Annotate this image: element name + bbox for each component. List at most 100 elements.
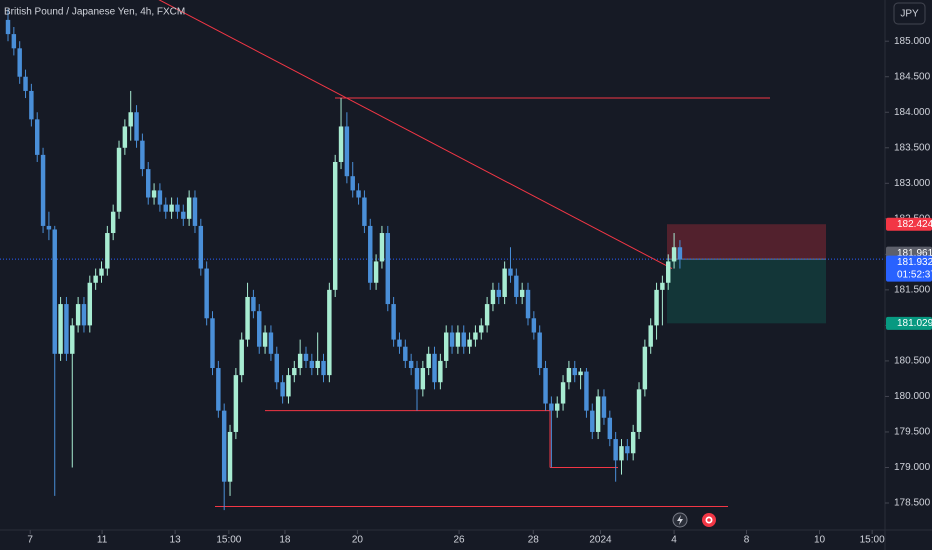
candle-body — [636, 389, 642, 432]
candle-body — [87, 282, 93, 326]
candle-body — [99, 268, 104, 276]
candle-body — [29, 90, 34, 120]
candle-body — [619, 446, 624, 461]
candle-body — [58, 304, 63, 354]
candle-body — [648, 325, 653, 347]
y-tick-label: 179.500 — [894, 427, 931, 438]
candle-body — [660, 282, 665, 290]
candle-body — [5, 19, 11, 35]
candle-body — [572, 368, 577, 376]
candle-body — [403, 346, 408, 361]
candle-body — [34, 119, 40, 155]
candle-body — [105, 233, 110, 269]
candle-body — [321, 360, 326, 376]
candle-body — [262, 332, 268, 347]
candle-body — [274, 353, 279, 383]
candle-body — [216, 368, 221, 411]
trendline — [158, 0, 673, 269]
price-label-box — [886, 255, 932, 282]
candle-body — [210, 318, 215, 369]
x-tick-label: 15:00 — [860, 535, 885, 546]
event-icon-bolt — [677, 515, 683, 525]
candle-body — [537, 332, 542, 369]
candle-body — [642, 346, 648, 390]
candle-body — [181, 211, 186, 219]
candle-body — [93, 275, 98, 283]
y-tick-label: 180.000 — [894, 391, 931, 402]
candle-body — [625, 446, 630, 454]
candle-body — [508, 268, 513, 276]
candle-body — [630, 431, 636, 454]
candle-body — [519, 289, 525, 297]
y-tick-label: 183.000 — [894, 178, 931, 189]
candle-body — [169, 204, 174, 212]
candle-body — [251, 296, 256, 312]
candle-body — [81, 304, 87, 326]
candle-body — [514, 275, 519, 297]
candle-body — [40, 154, 46, 226]
stop-zone — [667, 224, 826, 260]
candle-body — [163, 204, 168, 212]
candle-body — [525, 289, 531, 319]
candle-body — [560, 382, 566, 404]
candle-body — [122, 126, 128, 148]
candle-body — [292, 368, 297, 376]
candle-body — [11, 34, 17, 49]
price-label: 182.424 — [897, 219, 932, 230]
candle-body — [175, 204, 180, 212]
candle-body — [64, 304, 69, 354]
candle-body — [221, 410, 227, 482]
candle-body — [420, 368, 426, 390]
currency-button[interactable] — [893, 2, 926, 25]
countdown-label: 01:52:37 — [897, 269, 932, 280]
candle-body — [578, 371, 583, 376]
candle-body — [280, 382, 285, 397]
candle-body — [327, 289, 332, 376]
candle-body — [368, 225, 373, 283]
candle-body — [613, 439, 618, 461]
candle-body — [70, 325, 75, 354]
x-tick-label: 15:00 — [216, 535, 241, 546]
candle-body — [110, 211, 116, 234]
candle-body — [555, 403, 560, 411]
candle-body — [531, 318, 537, 333]
candle-body — [590, 410, 595, 432]
candle-body — [426, 353, 431, 369]
price-label-box — [886, 217, 932, 231]
candle-body — [584, 371, 589, 411]
x-tick-label: 11 — [97, 535, 108, 546]
x-tick-label: 10 — [814, 535, 826, 546]
candle-body — [595, 396, 601, 432]
y-tick-label: 181.500 — [894, 285, 931, 296]
candle-body — [46, 225, 52, 230]
candle-body — [362, 197, 367, 226]
y-tick-label: 183.500 — [894, 142, 931, 153]
candle-body — [52, 229, 57, 354]
candle-body — [654, 289, 659, 326]
candle-body — [490, 289, 496, 305]
x-tick-label: 2024 — [589, 535, 612, 546]
candle-body — [151, 190, 157, 198]
candle-body — [449, 332, 455, 347]
candle-body — [666, 261, 671, 283]
candle-body — [443, 332, 449, 361]
candle-body — [303, 353, 309, 361]
candle-body — [408, 360, 414, 369]
candle-body — [239, 339, 244, 376]
candle-body — [467, 339, 472, 347]
candle-body — [257, 311, 262, 347]
candle-body — [601, 396, 607, 418]
x-tick-label: 26 — [454, 535, 466, 546]
currency-label[interactable]: JPY — [900, 9, 919, 20]
target-zone — [667, 259, 826, 324]
candle-body — [344, 126, 350, 177]
candle-body — [455, 332, 461, 347]
y-tick-label: 178.500 — [894, 498, 931, 509]
x-tick-label: 18 — [279, 535, 291, 546]
price-label: 181.932 — [897, 257, 932, 268]
candle-body — [414, 368, 420, 390]
candle-body — [473, 332, 478, 340]
x-tick-label: 20 — [352, 535, 364, 546]
candle-body — [543, 368, 548, 404]
candle-body — [315, 360, 320, 369]
